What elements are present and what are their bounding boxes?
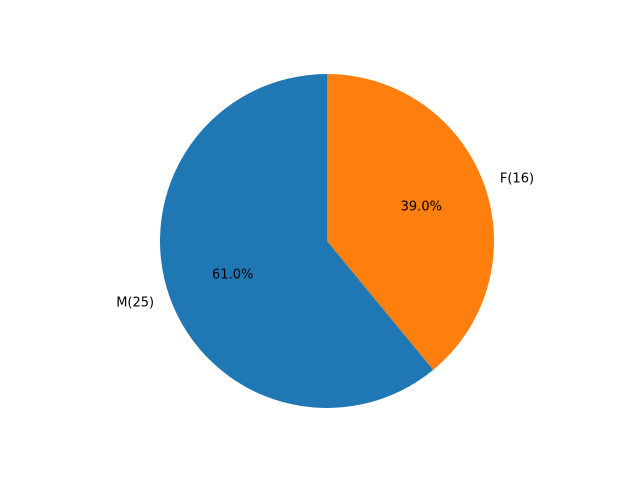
slice-percent-label-1: 61.0%	[212, 267, 253, 282]
slice-percent-label-0: 39.0%	[401, 200, 442, 215]
pie-slice-1	[159, 74, 434, 409]
slice-category-label-1: M(25)	[116, 296, 154, 311]
slice-category-label-0: F(16)	[500, 171, 534, 186]
pie-slice-0	[327, 74, 494, 370]
